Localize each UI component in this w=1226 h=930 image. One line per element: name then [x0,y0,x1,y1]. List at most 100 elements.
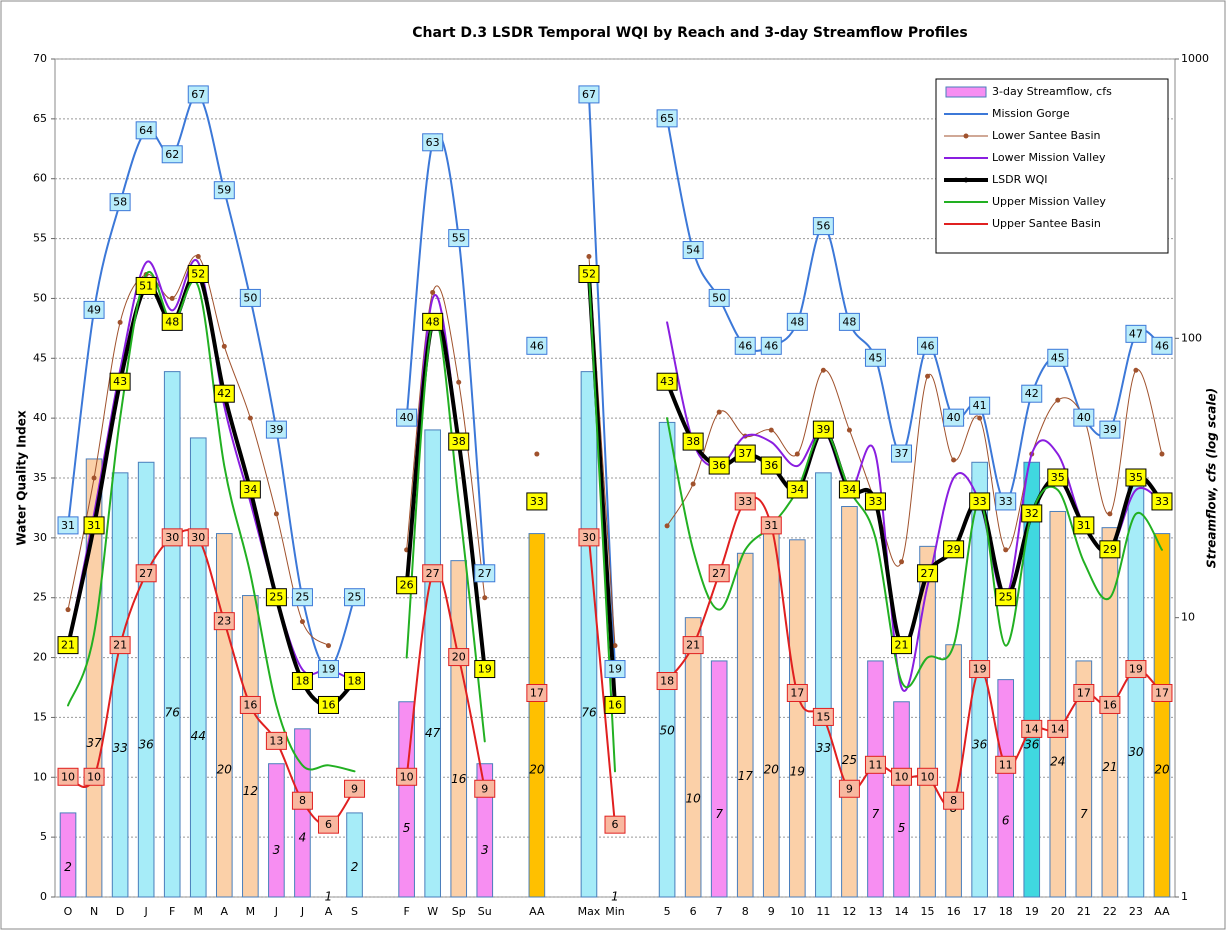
line-value-label: 56 [816,220,830,233]
bar-value-label: 36 [972,737,988,751]
line-marker [482,595,488,601]
line-value-label: 67 [191,88,205,101]
bar [1127,483,1145,898]
line-value-label: 18 [660,675,674,688]
x-tick-label: 23 [1129,905,1143,918]
value-label-box [135,121,157,140]
value-label-box [187,85,209,104]
bar-value-label: 3 [481,843,489,857]
line-marker [925,373,931,379]
line-marker [456,379,462,385]
line-marker [534,451,540,457]
line-value-label: 31 [87,519,101,532]
bar [867,660,884,898]
bar [658,421,676,898]
bar [710,660,728,898]
line-value-label: 23 [217,615,231,628]
y-tick-label: 0 [40,890,47,903]
line-marker [951,457,957,463]
value-label-box [812,707,834,726]
bar-value-label: 20 [217,762,233,776]
value-label-box [656,672,678,691]
bar [294,728,311,898]
x-tick-label: 19 [1025,905,1039,918]
line-value-label: 33 [1155,495,1169,508]
legend-label: Lower Mission Valley [992,151,1106,164]
y-tick-label: 40 [33,411,47,424]
bar-value-label: 50 [659,723,675,737]
value-label-box [1021,384,1043,403]
line-marker [977,415,983,421]
value-label-box [265,731,287,750]
line-value-label: 27 [478,567,492,580]
value-label-box [474,564,496,583]
x-tick-label: 9 [768,905,775,918]
value-label-box [109,636,131,655]
value-label-box [1073,516,1095,535]
x-tick-label: 16 [947,905,961,918]
line-value-label: 34 [243,483,257,496]
value-label-box [864,755,886,774]
value-label-box [917,564,939,583]
bar [815,472,832,898]
line-marker [247,415,253,421]
value-label-box [135,276,157,295]
bar-value-label: 36 [139,737,155,751]
line-value-label: 30 [582,531,596,544]
y-tick-label: 45 [33,351,47,364]
value-label-box [1151,492,1173,511]
line-value-label: 25 [999,591,1013,604]
line-value-label: 31 [61,519,75,532]
bar-value-label: 1 [611,890,619,904]
value-label-box [526,492,548,511]
value-label-box [239,480,261,499]
x-tick-label: Su [478,905,492,918]
line-marker [91,475,97,481]
chart-title: Chart D.3 LSDR Temporal WQI by Reach and… [412,25,967,41]
bar [971,461,988,898]
line-value-label: 20 [452,651,466,664]
line-value-label: 17 [1155,686,1169,699]
line-value-label: 21 [61,639,75,652]
line-marker [899,559,905,565]
bar-value-label: 2 [64,860,72,874]
line-value-label: 25 [269,591,283,604]
value-label-box [1151,336,1173,355]
line-value-label: 9 [846,782,853,795]
line-value-label: 48 [790,315,804,328]
bar [163,371,181,898]
value-label-box [291,588,313,607]
line-value-label: 17 [790,686,804,699]
line-value-label: 41 [973,399,987,412]
value-label-box [786,683,808,702]
line-value-label: 17 [1077,686,1091,699]
value-label-box [317,695,339,714]
y-tick-label: 50 [33,291,47,304]
line-value-label: 31 [764,519,778,532]
line-value-label: 34 [842,483,856,496]
bar [424,429,441,898]
bar-value-label: 6 [1002,813,1010,827]
line-value-label: 40 [1077,411,1091,424]
x-tick-label: AA [529,905,545,918]
value-label-box [812,217,834,236]
value-label-box [291,791,313,810]
y2-axis-label: Streamflow, cfs (log scale) [1205,388,1219,568]
y-tick-label: 70 [33,52,47,65]
value-label-box [83,767,105,786]
x-tick-label: 14 [895,905,909,918]
value-label-box [1021,504,1043,523]
line-value-label: 38 [686,435,700,448]
x-tick-label: M [194,905,204,918]
value-label-box [578,264,600,283]
line-marker [716,409,722,415]
bar-value-label: 30 [1128,745,1144,759]
line-value-label: 6 [325,818,332,831]
value-label-box [734,444,756,463]
line-marker [273,511,279,517]
value-label-box [1073,683,1095,702]
value-label-box [239,288,261,307]
x-tick-label: W [427,905,438,918]
x-tick-label: 6 [690,905,697,918]
line-value-label: 35 [1051,471,1065,484]
